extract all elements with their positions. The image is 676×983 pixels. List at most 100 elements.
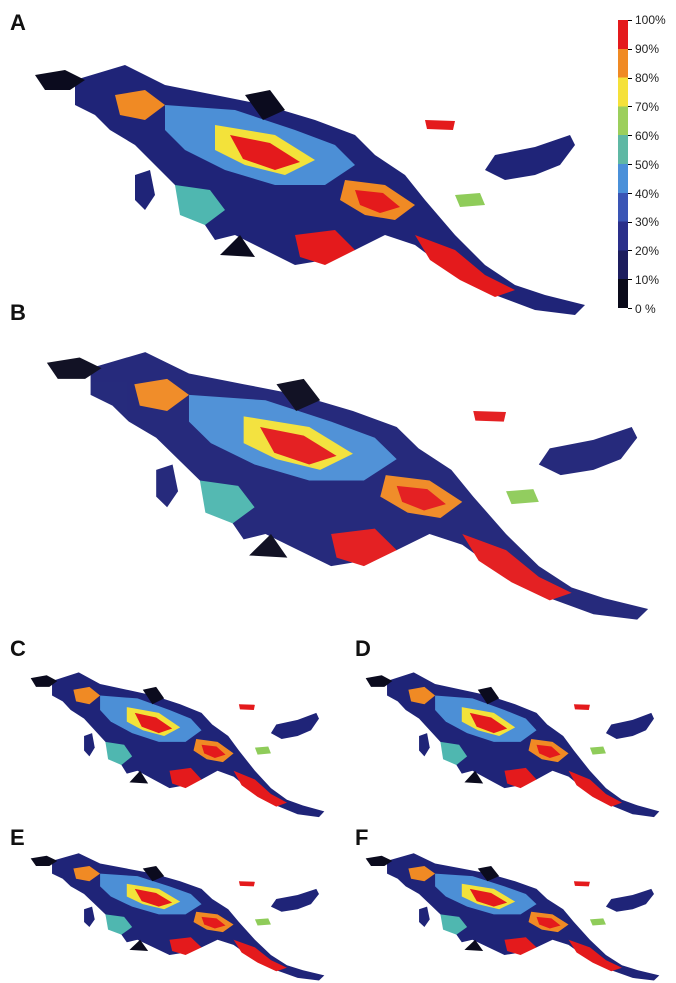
west-hotspot	[408, 686, 436, 705]
dark-patch	[477, 686, 500, 705]
legend-label-70: 70%	[635, 100, 660, 114]
legend-label-80: 80%	[635, 71, 660, 85]
hotspot-east-core	[355, 190, 400, 213]
legend-tick	[628, 192, 632, 194]
legend-tick	[628, 77, 632, 79]
lowland-zone	[199, 480, 255, 524]
legend-tick	[628, 48, 632, 50]
peninsula-zone	[233, 770, 287, 807]
north-islet	[238, 881, 255, 887]
peninsula-zone	[462, 534, 572, 601]
new-britain-island	[270, 712, 319, 739]
small-island	[135, 170, 155, 210]
small-island	[84, 906, 95, 928]
dark-patch	[142, 686, 165, 705]
north-islet	[573, 704, 590, 710]
legend-color-bar	[618, 20, 628, 308]
legend-label-100: 100%	[635, 13, 666, 27]
hotspot-central	[230, 135, 300, 170]
green-patch	[589, 918, 606, 926]
legend-label-50: 50%	[635, 158, 660, 172]
new-britain-island	[485, 135, 575, 180]
hotspot-south	[504, 937, 537, 956]
hotspot-east-core	[536, 916, 561, 929]
legend-tick	[628, 279, 632, 281]
west-island	[46, 357, 102, 379]
green-patch	[254, 918, 271, 926]
hotspot-east-core	[396, 485, 446, 511]
island-map	[46, 352, 649, 620]
north-islet	[425, 120, 455, 130]
new-britain-island	[538, 427, 638, 476]
hotspot-east-core	[201, 744, 226, 759]
legend-label-0: 0 %	[635, 302, 656, 316]
island-map	[30, 672, 325, 818]
hotspot-central	[469, 888, 508, 907]
map-panel-c	[30, 672, 325, 818]
legend-label-90: 90%	[635, 42, 660, 56]
new-britain-island	[270, 888, 319, 912]
west-hotspot	[115, 90, 165, 120]
panel-label-a: A	[10, 10, 26, 35]
panel-label-b: B	[10, 300, 26, 325]
west-hotspot	[134, 378, 189, 411]
map-panel-e	[30, 853, 325, 981]
hotspot-south	[169, 767, 202, 789]
dark-patch	[245, 90, 285, 120]
island-map	[30, 853, 325, 981]
hotspot-south	[504, 767, 537, 789]
green-patch	[254, 746, 271, 755]
dark-patch	[276, 378, 321, 411]
west-hotspot	[408, 865, 436, 882]
legend-tick	[628, 250, 632, 252]
peninsula-zone	[233, 939, 287, 972]
small-island	[419, 733, 430, 757]
panel-label-e: E	[10, 825, 25, 850]
lowland-zone	[440, 914, 468, 935]
dark-triangle	[129, 770, 149, 784]
map-panel-d	[365, 672, 660, 818]
map-panel-a	[35, 65, 585, 315]
west-island	[365, 675, 393, 687]
island-map	[35, 65, 585, 315]
dark-triangle	[464, 770, 484, 784]
legend-label-10: 10%	[635, 273, 660, 287]
new-britain-island	[605, 712, 654, 739]
map-panel-f	[365, 853, 660, 981]
dark-triangle	[249, 534, 288, 558]
small-island	[419, 906, 430, 928]
hotspot-central	[260, 427, 337, 465]
legend-tick	[628, 20, 632, 21]
legend-label-20: 20%	[635, 244, 660, 258]
island-map	[365, 853, 660, 981]
small-island	[156, 464, 179, 508]
north-islet	[238, 704, 255, 710]
west-island	[365, 855, 393, 866]
legend-label-60: 60%	[635, 129, 660, 143]
west-island	[30, 675, 58, 687]
west-hotspot	[73, 686, 101, 705]
dark-patch	[477, 865, 500, 882]
peninsula-zone	[415, 235, 515, 297]
new-britain-island	[605, 888, 654, 912]
small-island	[84, 733, 95, 757]
legend-label-40: 40%	[635, 187, 660, 201]
legend-tick	[628, 135, 632, 137]
north-islet	[473, 410, 507, 422]
lowland-zone	[105, 741, 133, 765]
color-legend: 100% 90% 80% 70% 60% 50% 40% 30% 20% 10%…	[618, 14, 670, 318]
dark-triangle	[220, 235, 255, 257]
hotspot-east-core	[201, 916, 226, 929]
dark-patch	[142, 865, 165, 882]
green-patch	[455, 193, 485, 207]
hotspot-east-core	[536, 744, 561, 759]
peninsula-zone	[568, 939, 622, 972]
legend-tick	[628, 308, 632, 309]
hotspot-south	[331, 528, 397, 567]
dark-triangle	[464, 939, 484, 951]
green-patch	[589, 746, 606, 755]
legend-tick	[628, 221, 632, 223]
lowland-zone	[105, 914, 133, 935]
legend-tick	[628, 106, 632, 108]
hotspot-central	[469, 712, 508, 734]
